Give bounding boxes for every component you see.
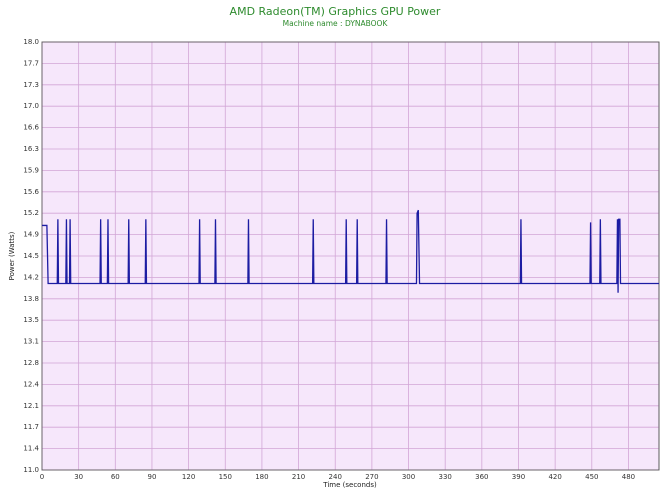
y-tick-label: 14.2 — [23, 273, 39, 281]
y-tick-label: 18.0 — [23, 38, 39, 46]
y-tick-label: 17.7 — [23, 59, 39, 67]
x-axis-title: Time (seconds) — [322, 481, 377, 489]
x-tick-label: 120 — [182, 473, 195, 481]
y-tick-label: 12.8 — [23, 359, 39, 367]
y-axis-title: Power (Watts) — [8, 231, 16, 280]
x-tick-label: 30 — [74, 473, 83, 481]
x-tick-label: 210 — [292, 473, 305, 481]
y-tick-label: 15.2 — [23, 209, 39, 217]
chart-subtitle: Machine name : DYNABOOK — [283, 19, 389, 28]
x-tick-label: 420 — [548, 473, 561, 481]
y-tick-label: 17.3 — [23, 81, 39, 89]
x-tick-label: 450 — [585, 473, 598, 481]
y-tick-label: 15.6 — [23, 188, 39, 196]
plot-border — [41, 41, 660, 471]
x-tick-label: 150 — [219, 473, 232, 481]
x-tick-label: 0 — [40, 473, 44, 481]
x-tick-label: 480 — [622, 473, 635, 481]
y-tick-label: 12.1 — [23, 402, 39, 410]
y-tick-label: 13.8 — [23, 295, 39, 303]
y-tick-label: 14.5 — [23, 252, 39, 260]
x-tick-label: 300 — [402, 473, 415, 481]
x-tick-label: 390 — [512, 473, 525, 481]
x-tick-label: 180 — [255, 473, 268, 481]
y-tick-label: 11.0 — [23, 466, 39, 474]
y-tick-label: 11.4 — [23, 445, 39, 453]
y-tick-label: 16.3 — [23, 145, 39, 153]
x-tick-label: 90 — [147, 473, 156, 481]
x-tick-label: 270 — [365, 473, 378, 481]
data-line — [42, 209, 659, 293]
y-tick-label: 14.9 — [23, 231, 39, 239]
x-tick-label: 360 — [475, 473, 488, 481]
y-tick-label: 11.7 — [23, 423, 39, 431]
y-tick-label: 17.0 — [23, 102, 39, 110]
y-tick-label: 16.6 — [23, 124, 39, 132]
chart-title: AMD Radeon(TM) Graphics GPU Power — [230, 5, 441, 18]
x-tick-label: 60 — [111, 473, 120, 481]
y-tick-label: 13.1 — [23, 338, 39, 346]
y-tick-label: 13.5 — [23, 316, 39, 324]
y-tick-label: 12.4 — [23, 380, 39, 388]
y-tick-label: 15.9 — [23, 166, 39, 174]
x-tick-label: 330 — [439, 473, 452, 481]
x-tick-label: 240 — [329, 473, 342, 481]
